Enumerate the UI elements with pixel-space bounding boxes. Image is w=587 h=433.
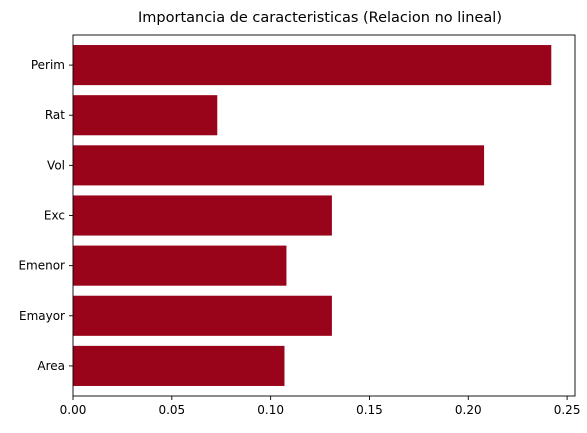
chart-title: Importancia de caracteristicas (Relacion… xyxy=(138,10,502,26)
y-tick-label: Vol xyxy=(47,158,65,172)
y-axis: Area Emayor Emenor Exc Vol Rat Perim xyxy=(18,58,73,373)
bars-group xyxy=(73,45,552,386)
y-tick-label: Emayor xyxy=(19,309,65,323)
x-tick-label: 0.00 xyxy=(60,403,87,417)
y-tick-label: Emenor xyxy=(18,259,65,273)
bar-rat xyxy=(73,95,218,136)
x-tick-label: 0.25 xyxy=(554,403,581,417)
plot-frame xyxy=(72,34,576,397)
x-tick-label: 0.05 xyxy=(158,403,185,417)
y-tick-label: Area xyxy=(37,359,65,373)
y-tick-label: Rat xyxy=(45,108,65,122)
x-tick-label: 0.15 xyxy=(356,403,383,417)
bar-emayor xyxy=(73,295,332,336)
y-tick-label: Perim xyxy=(31,58,65,72)
y-tick-label: Exc xyxy=(44,209,65,223)
x-tick-label: 0.10 xyxy=(257,403,284,417)
x-tick-label: 0.20 xyxy=(455,403,482,417)
bar-perim xyxy=(73,45,552,86)
bar-exc xyxy=(73,195,332,236)
bar-area xyxy=(73,345,285,386)
bar-vol xyxy=(73,145,485,186)
x-axis: 0.00 0.05 0.10 0.15 0.20 0.25 xyxy=(60,396,581,417)
bar-emenor xyxy=(73,245,287,286)
